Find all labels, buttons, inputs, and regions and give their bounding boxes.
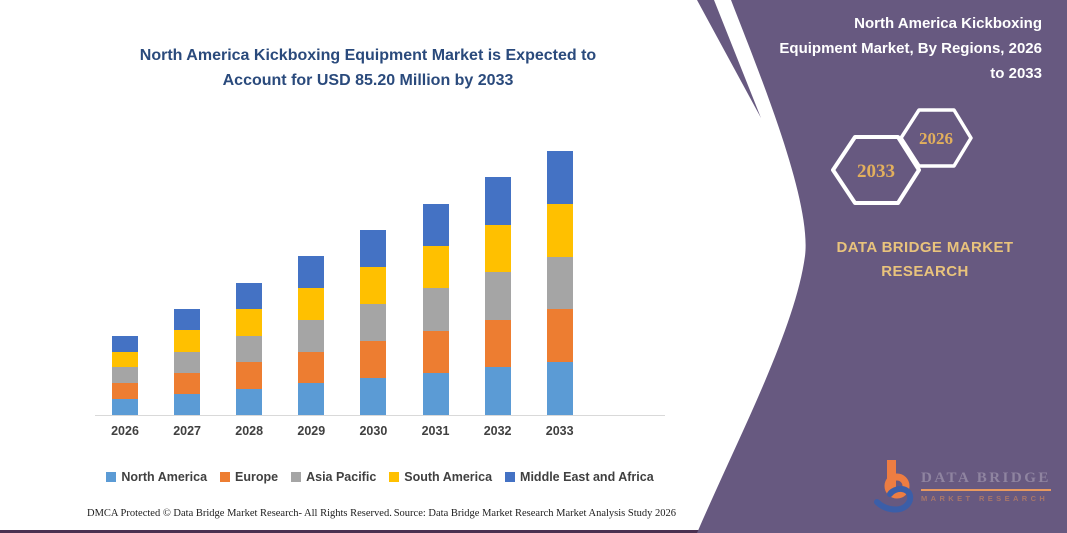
bar-segment-2028-europe — [236, 362, 263, 389]
hexagon-2026 — [899, 108, 973, 168]
bar-2028 — [236, 282, 263, 415]
logo-subtitle: MARKET RESEARCH — [921, 494, 1049, 503]
legend-swatch-asia-pacific — [291, 472, 302, 482]
bar-segment-2026-south-america — [112, 351, 138, 368]
bar-segment-2030-south-america — [360, 267, 387, 305]
bar-2033 — [546, 150, 573, 415]
legend-item-south-america: South America — [389, 470, 492, 484]
bar-segment-2033-north-america — [546, 362, 573, 415]
legend-label-asia-pacific: Asia Pacific — [306, 470, 377, 484]
legend-item-north-america: North America — [106, 470, 207, 484]
bar-2031 — [422, 203, 449, 415]
bar-segment-2029-middle-east-and-africa — [298, 256, 325, 289]
bar-segment-2027-south-america — [174, 330, 201, 352]
x-axis-label-2028: 2028 — [235, 424, 264, 438]
bar-segment-2032-south-america — [484, 224, 511, 273]
legend-label-europe: Europe — [235, 470, 279, 484]
bar-segment-2033-asia-pacific — [546, 256, 573, 310]
legend-label-north-america: North America — [121, 470, 208, 484]
legend-swatch-middle-east-and-africa — [505, 472, 516, 482]
logo-b-bowl — [884, 473, 910, 499]
bar-segment-2028-middle-east-and-africa — [236, 282, 263, 310]
bar-segment-2026-middle-east-and-africa — [112, 335, 138, 352]
bar-segment-2029-asia-pacific — [298, 319, 325, 352]
dbmr-logo-icon — [874, 460, 914, 513]
bar-segment-2031-south-america — [422, 246, 449, 289]
bar-segment-2033-europe — [546, 309, 573, 363]
x-axis-label-2029: 2029 — [297, 424, 326, 438]
bar-2029 — [298, 256, 325, 415]
bar-segment-2026-north-america — [112, 399, 138, 415]
bar-segment-2031-middle-east-and-africa — [422, 203, 449, 246]
x-axis-label-2033: 2033 — [545, 424, 574, 438]
legend-label-south-america: South America — [404, 470, 493, 484]
bar-segment-2028-south-america — [236, 309, 263, 336]
bar-segment-2029-north-america — [298, 383, 325, 415]
legend-swatch-europe — [220, 472, 231, 482]
footer-copyright: DMCA Protected © Data Bridge Market Rese… — [87, 508, 392, 519]
bar-2032 — [484, 177, 511, 415]
legend-swatch-south-america — [389, 472, 400, 482]
legend-item-middle-east-and-africa: Middle East and Africa — [505, 470, 654, 484]
brand-name: DATA BRIDGE MARKET RESEARCH — [836, 239, 1014, 280]
x-axis-label-2026: 2026 — [111, 424, 139, 438]
bar-segment-2029-europe — [298, 351, 325, 384]
bar-segment-2030-north-america — [360, 378, 387, 415]
bar-segment-2027-middle-east-and-africa — [174, 309, 201, 331]
hexagon-2033 — [831, 135, 921, 205]
bar-segment-2032-asia-pacific — [484, 272, 511, 320]
x-axis-label-2030: 2030 — [359, 424, 388, 438]
x-axis-label-2032: 2032 — [483, 424, 512, 438]
bar-segment-2026-asia-pacific — [112, 367, 138, 384]
footer-source: Source: Data Bridge Market Research Mark… — [393, 508, 676, 519]
x-axis-line — [95, 415, 665, 416]
hexagon-2026-label: 2026 — [919, 129, 953, 148]
x-axis-label-2027: 2027 — [173, 424, 201, 438]
bar-segment-2033-south-america — [546, 203, 573, 257]
legend-item-asia-pacific: Asia Pacific — [291, 470, 376, 484]
legend-label-middle-east-and-africa: Middle East and Africa — [520, 470, 654, 484]
bar-2027 — [174, 309, 201, 415]
bar-2030 — [360, 230, 387, 415]
bar-segment-2031-asia-pacific — [422, 288, 449, 331]
logo-name: DATA BRIDGE — [921, 470, 1051, 491]
bar-segment-2029-south-america — [298, 288, 325, 320]
dbmr-logo: DATA BRIDGE MARKET RESEARCH — [873, 458, 1058, 520]
bar-segment-2027-asia-pacific — [174, 351, 201, 373]
bar-segment-2030-middle-east-and-africa — [360, 230, 387, 268]
hexagon-2033-label: 2033 — [857, 161, 895, 182]
bar-segment-2030-asia-pacific — [360, 304, 387, 342]
bar-segment-2032-north-america — [484, 367, 511, 415]
bar-segment-2031-europe — [422, 330, 449, 373]
panel-background — [697, 0, 1067, 533]
bar-segment-2028-north-america — [236, 388, 263, 415]
bar-segment-2026-europe — [112, 383, 138, 400]
bar-segment-2030-europe — [360, 341, 387, 379]
bottom-border-line — [0, 530, 1067, 533]
dbmr-logo-text: DATA BRIDGE MARKET RESEARCH — [921, 470, 1051, 503]
bar-segment-2027-north-america — [174, 393, 201, 415]
bar-segment-2032-europe — [484, 319, 511, 368]
panel-title: North America Kickboxing Equipment Marke… — [779, 15, 1042, 82]
logo-d-swoosh — [874, 485, 914, 513]
x-axis-label-2031: 2031 — [421, 424, 450, 438]
plot-area — [97, 140, 665, 415]
panel-corner-sliver — [697, 0, 761, 118]
bar-segment-2028-asia-pacific — [236, 335, 263, 363]
bar-2026 — [112, 335, 138, 415]
legend: North America Europe Asia Pacific South Ame… — [85, 470, 675, 484]
bar-segment-2032-middle-east-and-africa — [484, 177, 511, 225]
chart-title: North America Kickboxing Equipment Marke… — [139, 47, 597, 89]
bar-segment-2027-europe — [174, 372, 201, 394]
legend-item-europe: Europe — [220, 470, 278, 484]
bar-segment-2031-north-america — [422, 372, 449, 415]
bar-segment-2033-middle-east-and-africa — [546, 150, 573, 204]
legend-swatch-north-america — [106, 472, 117, 482]
